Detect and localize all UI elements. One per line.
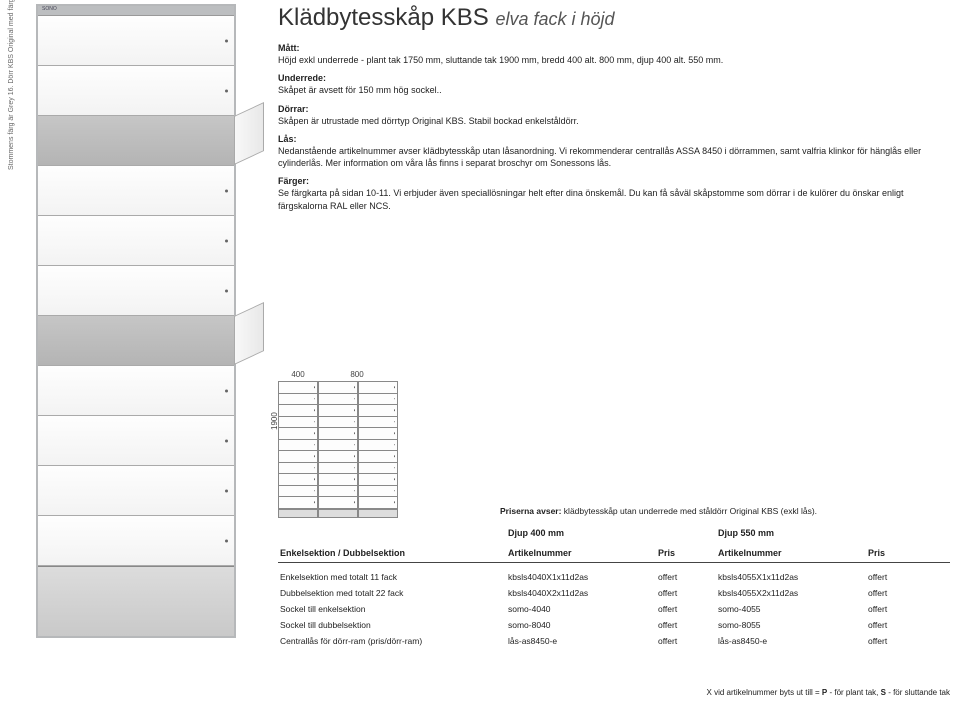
- cell-price-2: offert: [868, 636, 928, 646]
- title-main: Klädbytesskåp KBS: [278, 4, 489, 31]
- page-title: Klädbytesskåp KBS elva fack i höjd: [278, 4, 950, 32]
- cell-price-2: offert: [868, 572, 928, 582]
- table-row: Sockel till dubbelsektionsomo-8040offert…: [278, 617, 950, 633]
- label-las: Lås:: [278, 133, 950, 145]
- price-table: Djup 400 mm Djup 550 mm Enkelsektion / D…: [278, 528, 950, 649]
- dim-height: 1900: [270, 412, 279, 430]
- cabinet-slot: [38, 416, 234, 466]
- title-sub: elva fack i höjd: [495, 9, 614, 29]
- price-note-label: Priserna avser:: [500, 506, 561, 516]
- th-description: Enkelsektion / Dubbelsektion: [278, 548, 508, 558]
- cabinet-illustration: SONO: [36, 4, 236, 638]
- cell-price-1: offert: [658, 588, 718, 598]
- label-dorrar: Dörrar:: [278, 103, 950, 115]
- cell-price-1: offert: [658, 572, 718, 582]
- th-article-2: Artikelnummer: [718, 548, 868, 558]
- footnote-mid2: - för sluttande tak: [886, 688, 950, 697]
- cabinet-slot: [38, 216, 234, 266]
- mini-cabinet-double: [318, 381, 398, 518]
- cell-article-1: kbsls4040X2x11d2as: [508, 588, 658, 598]
- cell-price-2: offert: [868, 620, 928, 630]
- footnote: X vid artikelnummer byts ut till = P - f…: [707, 688, 950, 697]
- cabinet-base: [38, 566, 234, 636]
- cell-desc: Enkelsektion med totalt 11 fack: [278, 572, 508, 582]
- cell-article-1: lås-as8450-e: [508, 636, 658, 646]
- col-depth-400: Djup 400 mm: [508, 528, 718, 538]
- table-row: Sockel till enkelsektionsomo-4040offerts…: [278, 601, 950, 617]
- table-row: Enkelsektion med totalt 11 fackkbsls4040…: [278, 569, 950, 585]
- cell-desc: Sockel till enkelsektion: [278, 604, 508, 614]
- footnote-mid1: - för plant tak,: [827, 688, 880, 697]
- cell-desc: Sockel till dubbelsektion: [278, 620, 508, 630]
- price-note: Priserna avser: klädbytesskåp utan under…: [500, 506, 817, 516]
- table-body: Enkelsektion med totalt 11 fackkbsls4040…: [278, 569, 950, 649]
- cabinet-slot: [38, 16, 234, 66]
- cabinet-slot-open: [38, 116, 234, 166]
- mini-cabinet-single: [278, 381, 318, 518]
- cell-article-2: somo-8055: [718, 620, 868, 630]
- dim-width-800: 800: [318, 370, 396, 379]
- footnote-pre: X vid artikelnummer byts ut till =: [707, 688, 822, 697]
- th-price-2: Pris: [868, 548, 928, 558]
- cell-article-2: somo-4055: [718, 604, 868, 614]
- cell-article-1: kbsls4040X1x11d2as: [508, 572, 658, 582]
- cell-article-1: somo-4040: [508, 604, 658, 614]
- cabinet-slot: [38, 66, 234, 116]
- cell-article-2: lås-as8450-e: [718, 636, 868, 646]
- th-article-1: Artikelnummer: [508, 548, 658, 558]
- cell-desc: Centrallås för dörr-ram (pris/dörr-ram): [278, 636, 508, 646]
- cell-article-1: somo-8040: [508, 620, 658, 630]
- col-depth-550: Djup 550 mm: [718, 528, 928, 538]
- dimension-diagram: 400 800 1900: [278, 370, 608, 518]
- cell-article-2: kbsls4055X1x11d2as: [718, 572, 868, 582]
- cell-price-1: offert: [658, 636, 718, 646]
- cell-price-1: offert: [658, 620, 718, 630]
- th-price-1: Pris: [658, 548, 718, 558]
- cabinet-body: [38, 16, 234, 566]
- label-matt: Mått:: [278, 42, 950, 54]
- cabinet-slot: [38, 516, 234, 566]
- text-dorrar: Skåpen är utrustade med dörrtyp Original…: [278, 115, 950, 127]
- cabinet-brand-tag: SONO: [38, 6, 234, 16]
- cabinet-slot: [38, 366, 234, 416]
- cell-desc: Dubbelsektion med totalt 22 fack: [278, 588, 508, 598]
- table-row: Dubbelsektion med totalt 22 fackkbsls404…: [278, 585, 950, 601]
- cell-price-2: offert: [868, 604, 928, 614]
- price-note-text: klädbytesskåp utan underrede med ståldör…: [561, 506, 817, 516]
- text-las: Nedanstående artikelnummer avser klädbyt…: [278, 145, 950, 169]
- cabinet-slot: [38, 466, 234, 516]
- cabinet-slot: [38, 266, 234, 316]
- text-underrede: Skåpet är avsett för 150 mm hög sockel..: [278, 84, 950, 96]
- text-farger: Se färgkarta på sidan 10-11. Vi erbjuder…: [278, 187, 950, 211]
- label-underrede: Underrede:: [278, 72, 950, 84]
- label-farger: Färger:: [278, 175, 950, 187]
- content-block: Klädbytesskåp KBS elva fack i höjd Mått:…: [278, 4, 950, 218]
- cell-article-2: kbsls4055X2x11d2as: [718, 588, 868, 598]
- cabinet-slot-open: [38, 316, 234, 366]
- table-row: Centrallås för dörr-ram (pris/dörr-ram)l…: [278, 633, 950, 649]
- side-caption: Stommens färg är Grey 16. Dörr KBS Origi…: [8, 0, 15, 170]
- cell-price-2: offert: [868, 588, 928, 598]
- cell-price-1: offert: [658, 604, 718, 614]
- dim-width-400: 400: [278, 370, 318, 379]
- cabinet-slot: [38, 166, 234, 216]
- text-matt: Höjd exkl underrede - plant tak 1750 mm,…: [278, 54, 950, 66]
